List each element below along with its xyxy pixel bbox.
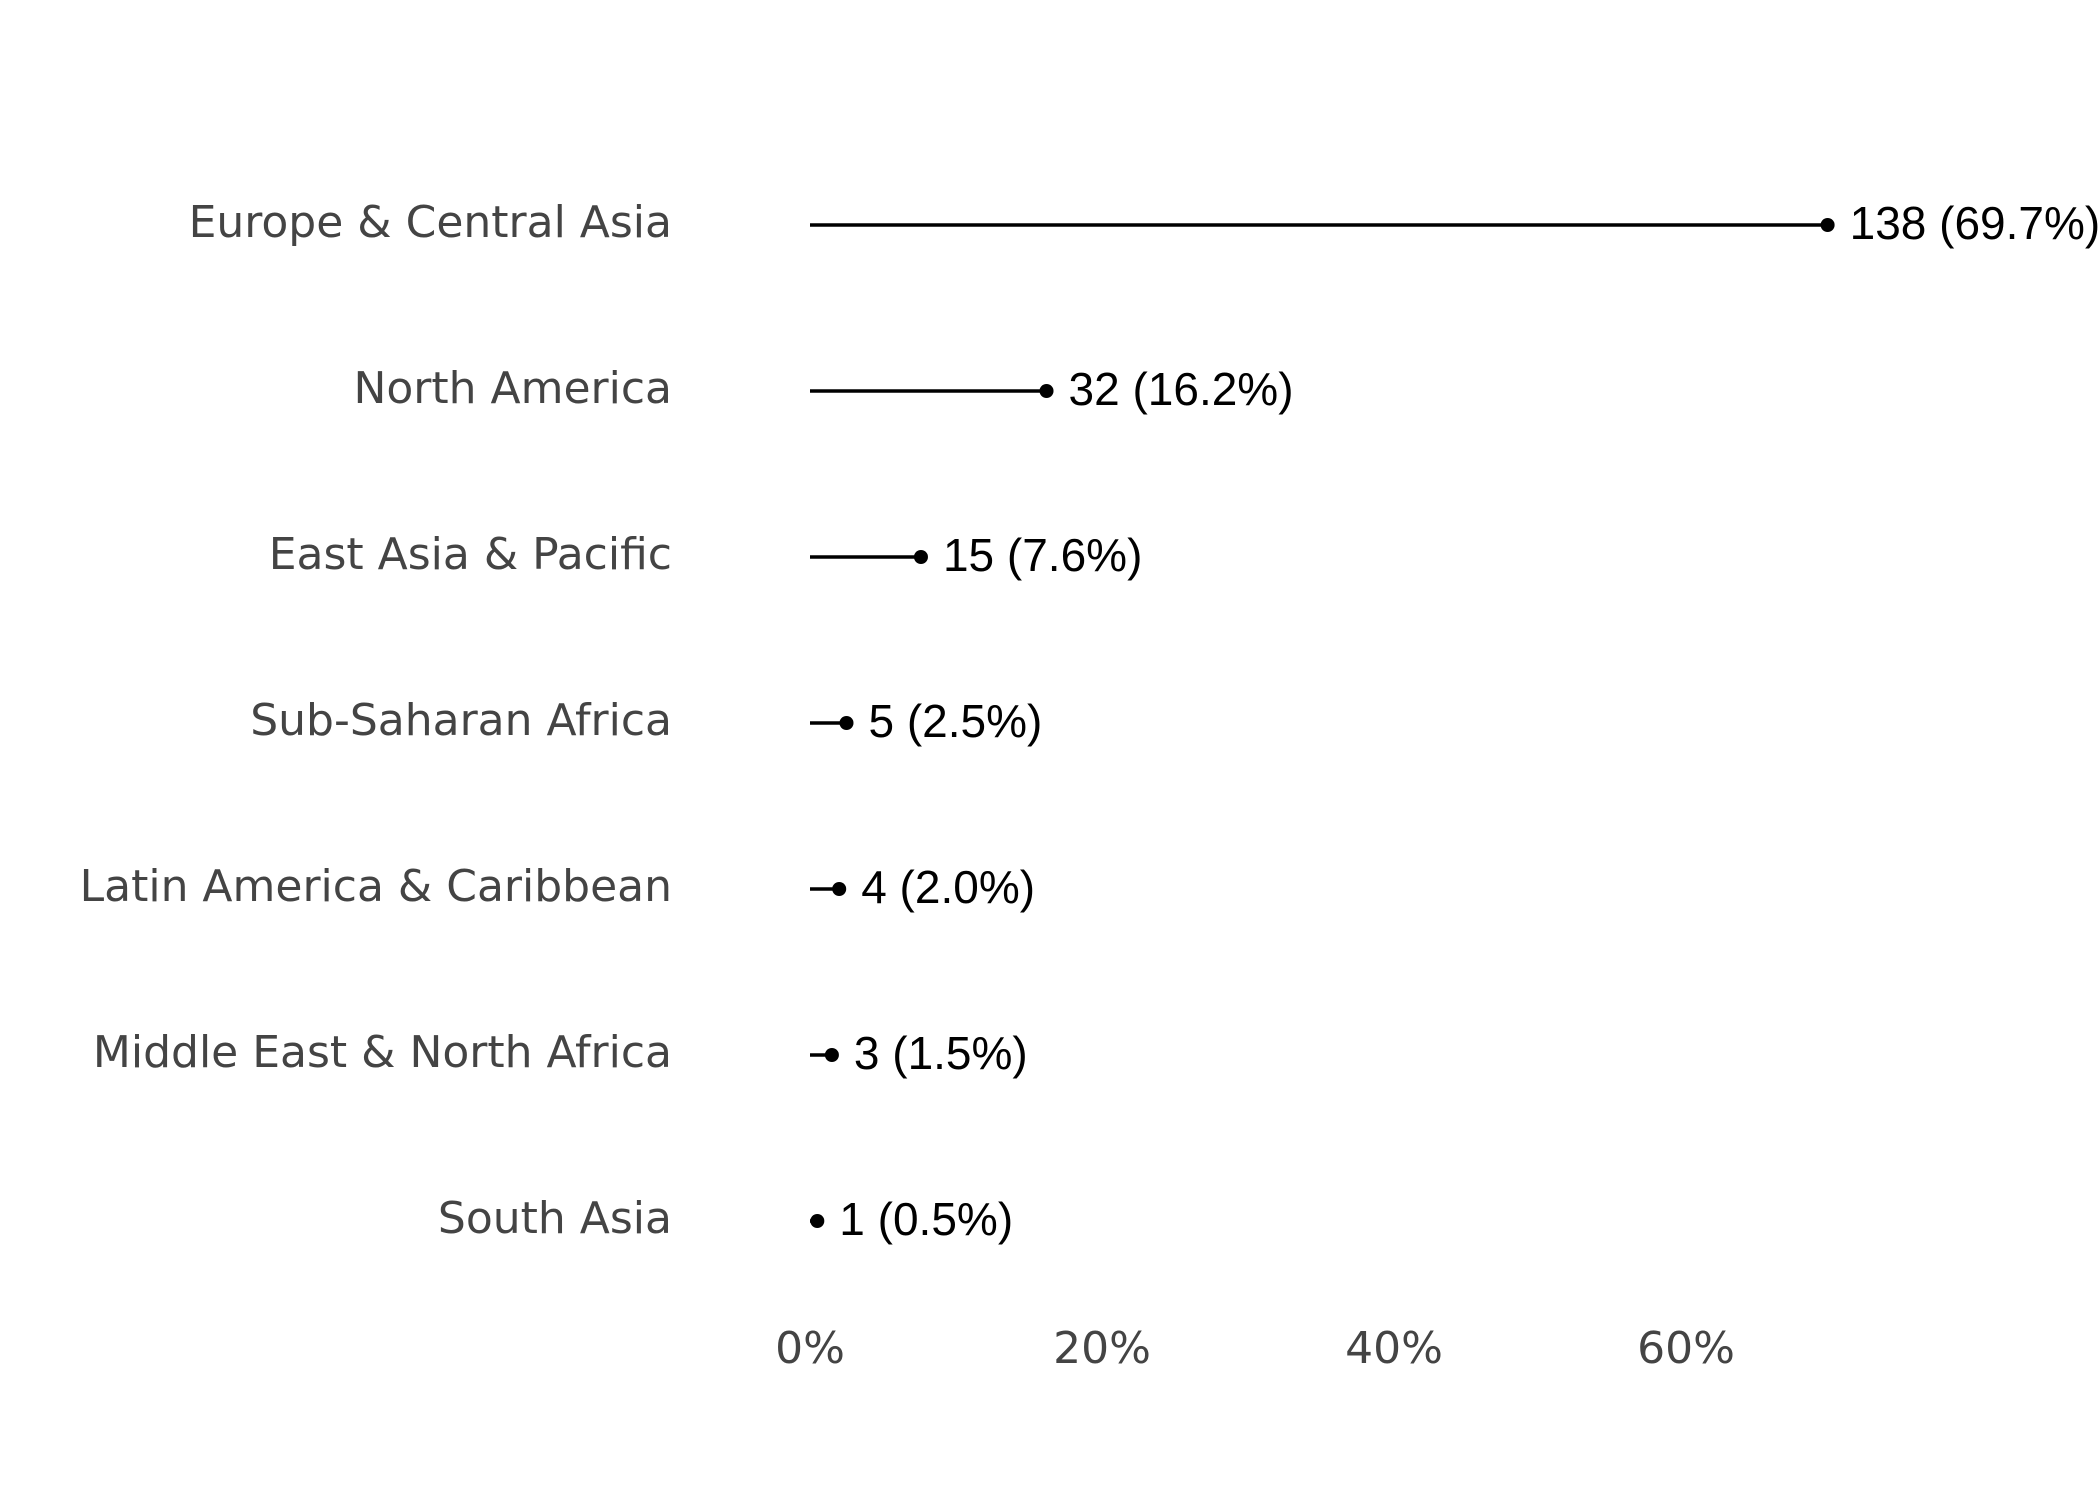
category-label: South Asia — [438, 1193, 672, 1244]
category-label: Latin America & Caribbean — [80, 861, 672, 912]
x-tick-label: 20% — [1053, 1323, 1151, 1374]
value-label: 32 (16.2%) — [1069, 363, 1294, 415]
value-label: 15 (7.6%) — [943, 529, 1142, 581]
x-tick-label: 0% — [775, 1323, 845, 1374]
value-label: 5 (2.5%) — [869, 695, 1043, 747]
lollipop-dot — [824, 1048, 839, 1062]
category-label: North America — [353, 363, 672, 414]
lollipop-dot — [1820, 218, 1835, 232]
lollipop-dot — [810, 1214, 825, 1228]
value-label: 4 (2.0%) — [861, 861, 1035, 913]
category-label: Europe & Central Asia — [189, 197, 672, 248]
category-label: East Asia & Pacific — [269, 529, 672, 580]
x-tick-label: 60% — [1637, 1323, 1735, 1374]
value-label: 3 (1.5%) — [854, 1027, 1028, 1079]
lollipop-dot — [832, 882, 847, 896]
category-label: Middle East & North Africa — [93, 1027, 672, 1078]
lollipop-dot — [1039, 384, 1054, 398]
value-label: 1 (0.5%) — [839, 1193, 1013, 1245]
lollipop-dot — [913, 550, 928, 564]
value-label: 138 (69.7%) — [1850, 197, 2100, 249]
lollipop-dot — [839, 716, 854, 730]
x-tick-label: 40% — [1345, 1323, 1443, 1374]
category-label: Sub-Saharan Africa — [250, 695, 672, 746]
